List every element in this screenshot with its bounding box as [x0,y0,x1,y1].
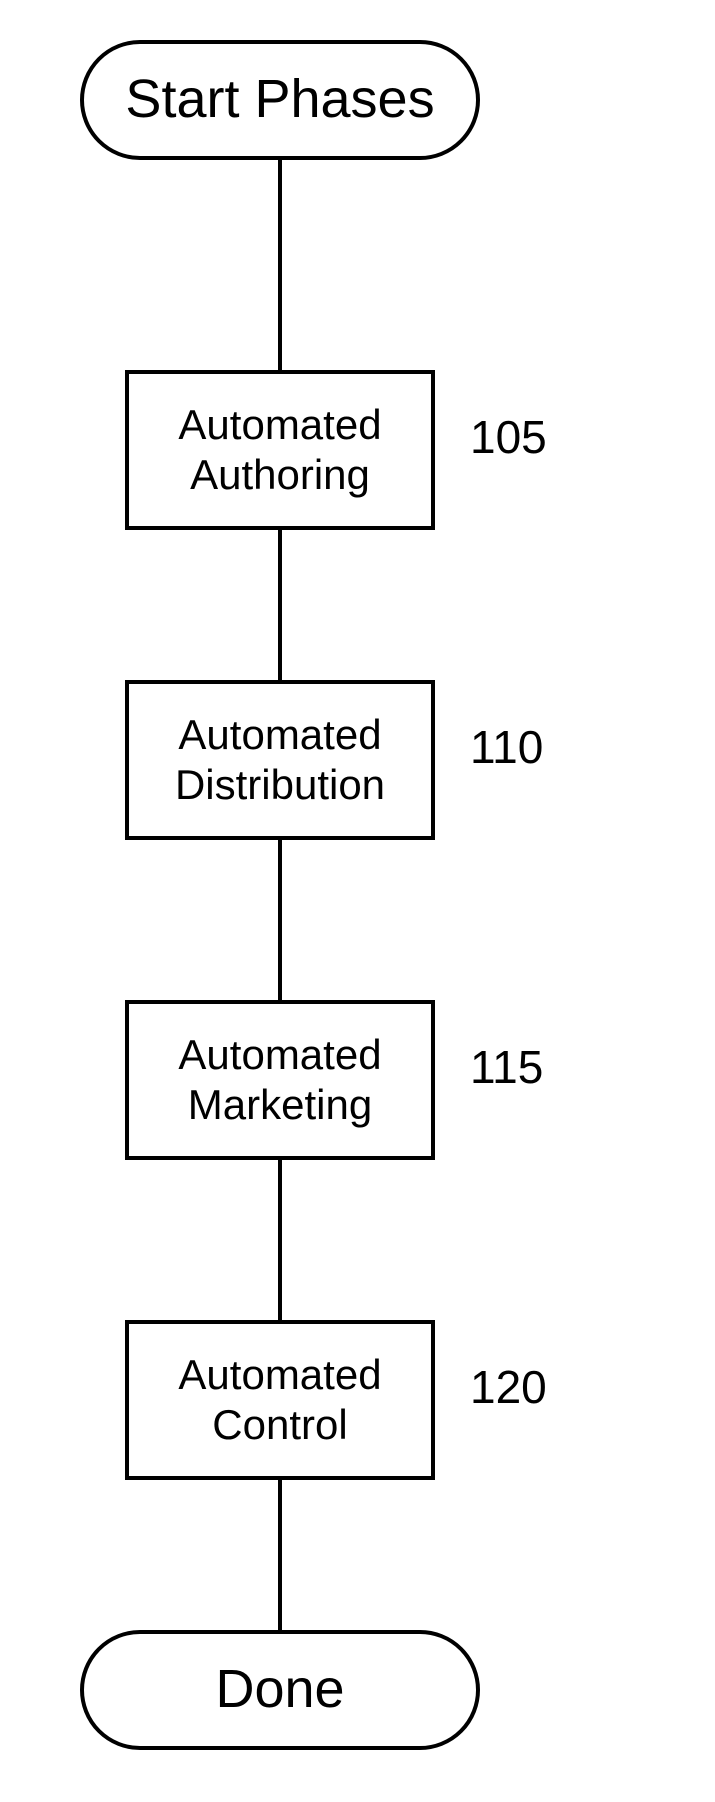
ref-number: 120 [470,1360,547,1414]
process-label: AutomatedControl [178,1350,381,1451]
process-authoring: AutomatedAuthoring [125,370,435,530]
process-label: AutomatedMarketing [178,1030,381,1131]
process-control: AutomatedControl [125,1320,435,1480]
start-terminal: Start Phases [80,40,480,160]
connector [278,160,282,370]
process-label: AutomatedDistribution [175,710,385,811]
start-label: Start Phases [125,70,434,129]
process-marketing: AutomatedMarketing [125,1000,435,1160]
done-label: Done [215,1660,344,1719]
connector [278,1480,282,1630]
done-terminal: Done [80,1630,480,1750]
connector [278,840,282,1000]
connector [278,1160,282,1320]
process-distribution: AutomatedDistribution [125,680,435,840]
connector [278,530,282,680]
ref-number: 110 [470,720,543,774]
flowchart-container: Start Phases AutomatedAuthoring 105 Auto… [50,40,665,1760]
ref-number: 115 [470,1040,543,1094]
ref-number: 105 [470,410,547,464]
process-label: AutomatedAuthoring [178,400,381,501]
